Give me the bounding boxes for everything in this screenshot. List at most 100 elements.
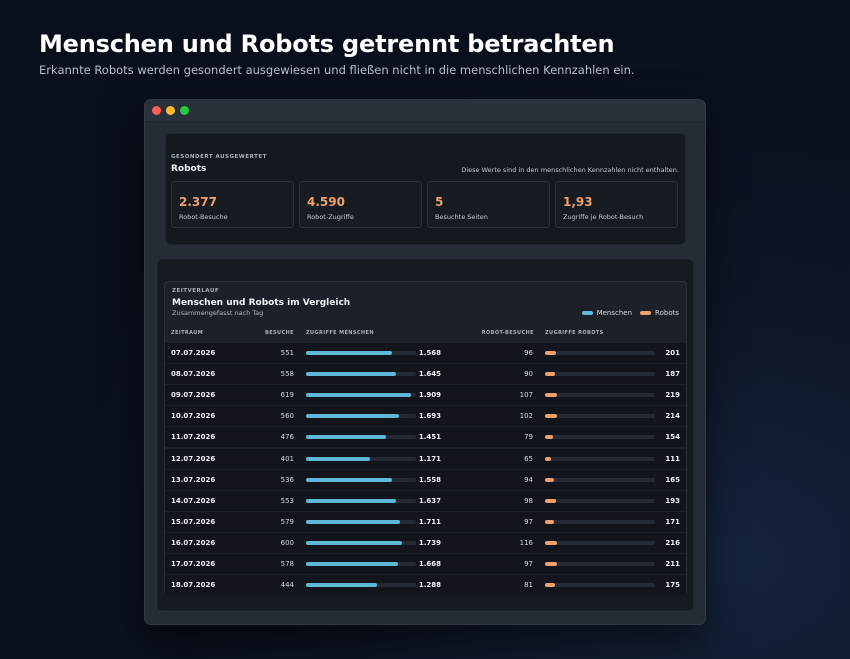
table-row[interactable]: 14.07.2026 553 1.637 98 193: [165, 490, 686, 511]
robot-hits-bar: [545, 393, 558, 398]
robot-hits-bar: [545, 477, 555, 482]
row-date: 15.07.2026: [171, 517, 216, 526]
human-hits-bar-track: [306, 562, 416, 566]
robot-hits-bar: [545, 351, 557, 355]
row-date: 14.07.2026: [171, 496, 216, 505]
human-hits-bar: [306, 456, 371, 461]
row-human-hits: 1.568: [418, 349, 441, 357]
row-visits: 579: [280, 517, 294, 526]
robot-hits-bar-track: [545, 583, 655, 588]
stat-value: 5: [435, 195, 444, 209]
row-robot-visits: 97: [524, 560, 533, 568]
human-hits-bar-track: [306, 351, 416, 355]
row-robot-hits: 201: [665, 349, 680, 357]
row-robot-visits: 96: [524, 349, 533, 357]
robot-hits-bar: [545, 562, 557, 566]
table-row[interactable]: 16.07.2026 600 1.739 116 216: [165, 532, 686, 553]
row-robot-visits: 90: [524, 370, 533, 379]
row-human-hits: 1.668: [418, 560, 441, 568]
table-row[interactable]: 07.07.2026 551 1.568 96 201: [165, 343, 686, 363]
stat-label: Robot-Zugriffe: [307, 213, 354, 221]
robot-hits-bar: [545, 498, 556, 503]
row-robot-visits: 116: [519, 538, 533, 547]
table-row[interactable]: 10.07.2026 560 1.693 102 214: [165, 406, 686, 427]
page-title: Menschen und Robots getrennt betrachten: [39, 30, 615, 58]
human-hits-bar: [306, 562, 398, 566]
row-visits: 600: [280, 538, 294, 547]
human-hits-bar-track: [306, 393, 416, 398]
table-row[interactable]: 09.07.2026 619 1.909 107 219: [165, 385, 686, 406]
column-header-robot-hits[interactable]: ZUGRIFFE ROBOTS: [545, 330, 604, 336]
row-visits: 401: [280, 454, 294, 463]
row-robot-hits: 193: [665, 496, 680, 505]
table-row[interactable]: 18.07.2026 444 1.288 81 175: [165, 575, 686, 596]
row-visits: 551: [280, 349, 294, 357]
table-row[interactable]: 08.07.2026 558 1.645 90 187: [165, 364, 686, 385]
human-hits-bar: [306, 583, 377, 588]
row-visits: 619: [280, 391, 294, 400]
row-human-hits: 1.288: [418, 581, 441, 590]
stat-value: 2.377: [179, 195, 217, 209]
column-header-robot-visits[interactable]: ROBOT-BESUCHE: [481, 330, 534, 336]
human-hits-bar: [306, 435, 386, 440]
maximize-window-button[interactable]: [180, 106, 189, 115]
human-hits-bar-track: [306, 477, 416, 482]
robot-hits-bar-track: [545, 372, 655, 377]
row-date: 09.07.2026: [171, 391, 216, 400]
robot-hits-bar: [545, 519, 555, 524]
human-hits-bar: [306, 498, 397, 503]
stat-label: Robot-Besuche: [179, 213, 228, 221]
human-hits-bar-track: [306, 456, 416, 461]
row-date: 12.07.2026: [171, 454, 216, 463]
row-human-hits: 1.637: [418, 496, 441, 505]
row-date: 18.07.2026: [171, 581, 216, 590]
row-robot-hits: 175: [665, 581, 680, 590]
row-robot-visits: 81: [524, 581, 533, 590]
row-robot-hits: 216: [665, 538, 680, 547]
stat-value: 1,93: [563, 195, 593, 209]
robot-hits-bar-track: [545, 435, 655, 440]
row-robot-hits: 187: [665, 370, 680, 379]
row-human-hits: 1.711: [418, 517, 441, 526]
robot-hits-bar-track: [545, 498, 655, 503]
legend-label: Robots: [655, 309, 679, 317]
stat-label: Besuchte Seiten: [435, 213, 488, 221]
legend-swatch-humans: [581, 311, 593, 315]
table-row[interactable]: 11.07.2026 476 1.451 79 154: [165, 427, 686, 448]
minimize-window-button[interactable]: [166, 106, 175, 115]
table-row[interactable]: 15.07.2026 579 1.711 97 171: [165, 511, 686, 532]
row-robot-hits: 165: [665, 475, 680, 484]
table-row[interactable]: 17.07.2026 578 1.668 97 211: [165, 554, 686, 574]
row-robot-hits: 211: [665, 560, 680, 568]
legend-item-humans: Menschen: [581, 309, 633, 317]
row-visits: 536: [280, 475, 294, 484]
robot-hits-bar-track: [545, 540, 655, 545]
row-robot-hits: 154: [665, 433, 680, 442]
row-robot-visits: 102: [519, 412, 533, 421]
chart-legend: Menschen Robots: [581, 309, 679, 317]
robot-hits-bar: [545, 583, 555, 588]
row-robot-hits: 219: [665, 391, 680, 400]
close-window-button[interactable]: [152, 106, 161, 115]
column-header-human-hits[interactable]: ZUGRIFFE MENSCHEN: [306, 330, 374, 336]
column-header-date[interactable]: ZEITRAUM: [171, 330, 204, 336]
row-robot-visits: 97: [524, 517, 533, 526]
timeline-title: Menschen und Robots im Vergleich: [172, 298, 351, 308]
stat-value: 4.590: [307, 195, 345, 209]
row-robot-visits: 79: [524, 433, 533, 442]
legend-item-robots: Robots: [640, 309, 679, 317]
row-robot-hits: 111: [665, 454, 680, 463]
table-row[interactable]: 12.07.2026 401 1.171 65 111: [165, 448, 686, 469]
robot-hits-bar-track: [545, 414, 655, 419]
timeline-eyebrow: ZEITVERLAUF: [172, 288, 220, 294]
column-header-visits[interactable]: BESUCHE: [265, 330, 294, 336]
robot-hits-bar-track: [545, 477, 655, 482]
table-row[interactable]: 13.07.2026 536 1.558 94 165: [165, 469, 686, 490]
row-human-hits: 1.645: [418, 370, 441, 379]
row-human-hits: 1.451: [418, 433, 441, 442]
row-visits: 578: [280, 560, 294, 568]
legend-label: Menschen: [596, 309, 633, 317]
row-robot-hits: 171: [665, 517, 680, 526]
row-robot-visits: 98: [524, 496, 533, 505]
stat-visited-pages: 5 Besuchte Seiten: [427, 181, 550, 228]
